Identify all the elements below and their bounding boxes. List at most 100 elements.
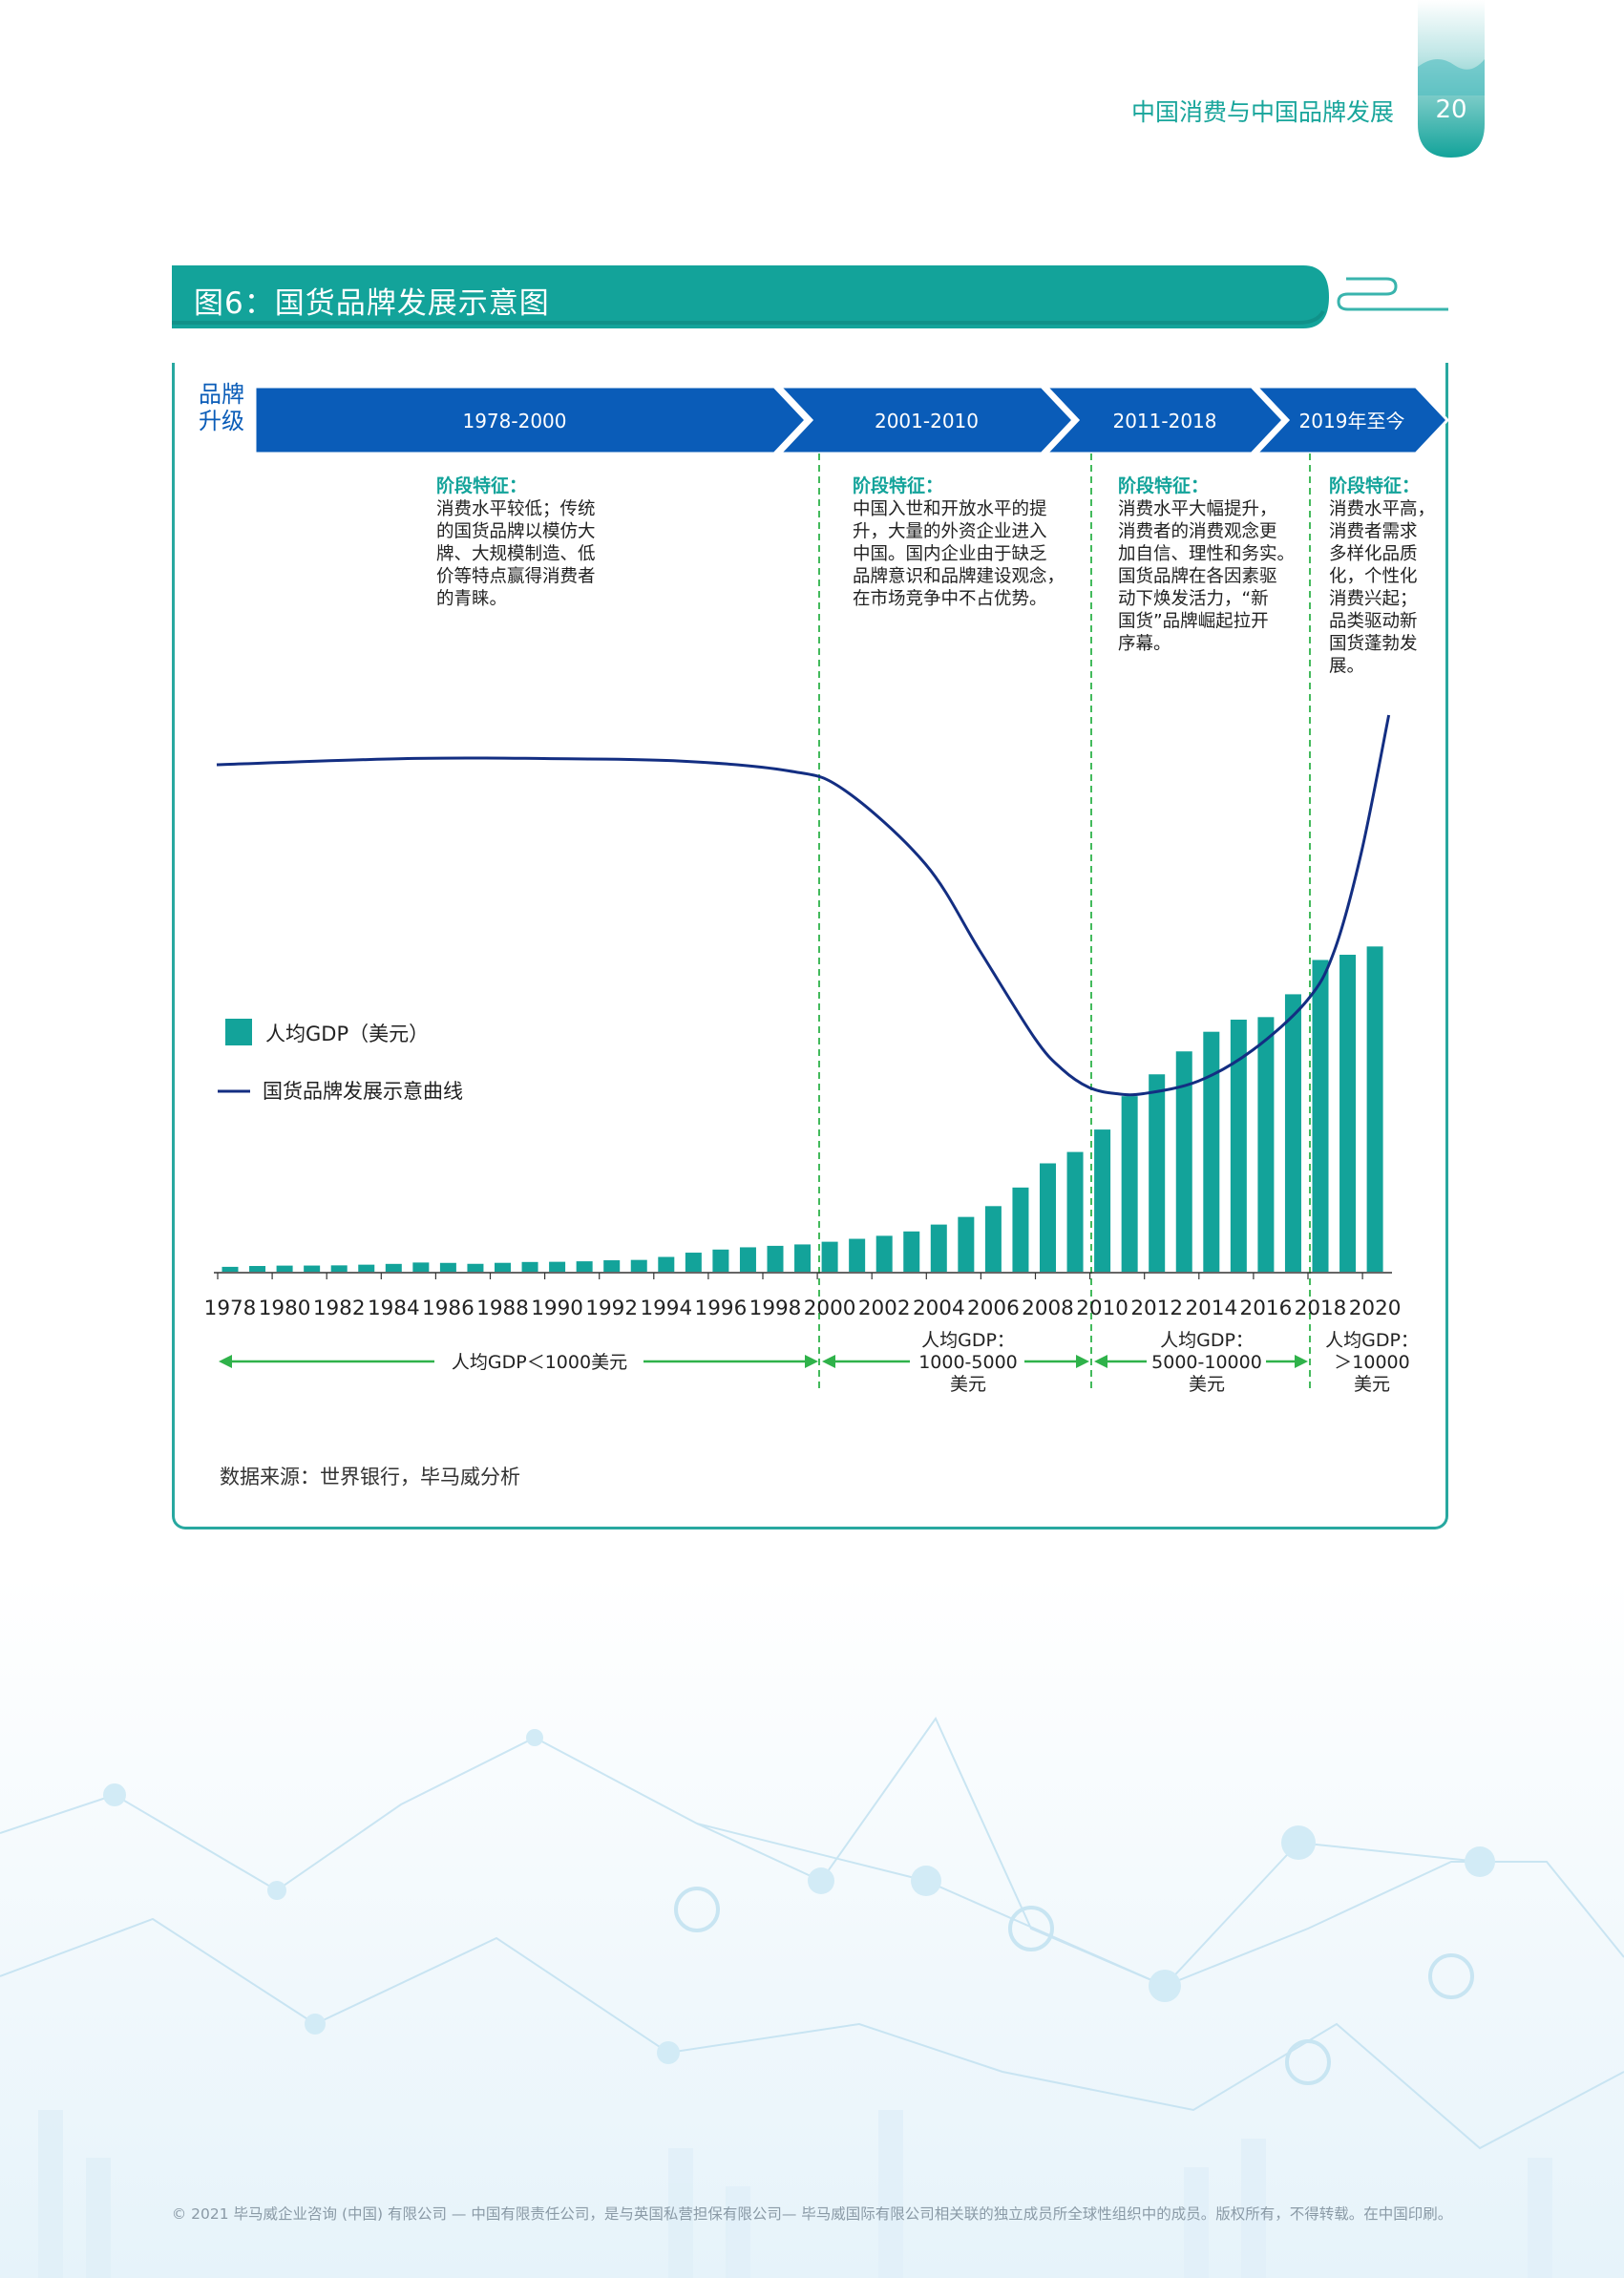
gdp-bar — [1284, 994, 1301, 1272]
gdp-bar — [1040, 1163, 1056, 1272]
gdp-bar — [603, 1260, 621, 1272]
gdp-bar — [276, 1265, 293, 1272]
gdp-bar — [521, 1261, 538, 1272]
gdp-range-label: 5000-10000 — [1151, 1352, 1262, 1373]
stage-arrow — [1043, 385, 1286, 455]
gdp-bar — [495, 1262, 511, 1272]
stage-feature-text: 动下焕发活力，“新 — [1118, 589, 1269, 609]
x-axis-tick-label: 2010 — [1076, 1297, 1128, 1320]
gdp-range-label: 美元 — [1354, 1374, 1390, 1395]
stage-feature-text: 多样化品质 — [1329, 544, 1418, 564]
x-axis-tick-label: 1982 — [313, 1297, 366, 1320]
x-axis-tick-label: 1990 — [531, 1297, 583, 1320]
stage-arrow — [776, 385, 1076, 455]
stage-feature-text: 消费者需求 — [1329, 522, 1418, 542]
gdp-range-arrowhead-left — [219, 1355, 232, 1368]
gdp-range-arrowhead-right — [1295, 1355, 1308, 1368]
stage-period-label: 2001-2010 — [875, 410, 979, 432]
stage-feature-text: 加自信、理性和务实。 — [1118, 544, 1295, 564]
x-axis-tick-label: 2004 — [913, 1297, 965, 1320]
gdp-bar — [221, 1266, 239, 1272]
x-axis-tick-label: 2018 — [1295, 1297, 1347, 1320]
stage-feature-title: 阶段特征： — [1329, 475, 1420, 496]
x-axis-tick-label: 1980 — [259, 1297, 311, 1320]
stage-period-label: 2019年至今 — [1299, 410, 1405, 432]
gdp-bar — [1230, 1019, 1247, 1272]
stage-arrow — [253, 385, 809, 455]
gdp-bar — [1094, 1129, 1111, 1272]
x-axis-tick-label: 1998 — [749, 1297, 802, 1320]
stage-feature-text: 价等特点赢得消费者 — [436, 566, 596, 587]
gdp-bar — [358, 1264, 375, 1272]
gdp-bar — [794, 1244, 812, 1272]
x-axis-tick-label: 2000 — [804, 1297, 856, 1320]
legend-gdp-label: 人均GDP（美元） — [265, 1023, 429, 1045]
figure-title-banner — [172, 265, 1448, 328]
x-axis-tick-label: 1986 — [422, 1297, 475, 1320]
stage-period-label: 1978-2000 — [462, 410, 566, 432]
stage-feature-text: 化，个性化 — [1329, 567, 1418, 587]
x-axis-tick-label: 2012 — [1130, 1297, 1183, 1320]
stage-feature-text: 在市场竞争中不占优势。 — [853, 589, 1047, 609]
stage-feature-text: 消费水平高， — [1329, 499, 1435, 519]
x-axis-tick-label: 2006 — [967, 1297, 1020, 1320]
gdp-bar — [1012, 1187, 1029, 1272]
stage-feature-text: 消费水平较低；传统 — [436, 499, 596, 519]
gdp-range-label: ＞10000 — [1334, 1352, 1409, 1373]
gdp-bar — [658, 1256, 675, 1272]
x-axis-tick-label: 1996 — [695, 1297, 748, 1320]
gdp-bar — [1121, 1096, 1138, 1272]
figure-title: 图6：国货品牌发展示意图 — [194, 286, 550, 321]
x-axis-tick-label: 2014 — [1185, 1297, 1237, 1320]
gdp-bar — [549, 1261, 566, 1272]
stage-feature-text: 牌、大规模制造、低 — [436, 544, 596, 564]
brand-upgrade-label-line2: 升级 — [199, 408, 244, 434]
page-number: 20 — [1435, 95, 1467, 124]
stage-feature-text: 序幕。 — [1118, 634, 1171, 654]
copyright-footer: © 2021 毕马威企业咨询 (中国) 有限公司 — 中国有限责任公司，是与英国… — [171, 2205, 1453, 2223]
x-axis-tick-label: 1992 — [585, 1297, 638, 1320]
gdp-bar — [1312, 960, 1329, 1272]
gdp-bar — [903, 1231, 920, 1272]
x-axis-tick-label: 1984 — [368, 1297, 420, 1320]
gdp-bar — [849, 1238, 866, 1272]
stage-arrow — [1253, 385, 1448, 455]
gdp-range-label: 人均GDP： — [1160, 1330, 1254, 1351]
gdp-range-label: 人均GDP＜1000美元 — [452, 1352, 627, 1373]
stage-feature-text: 升，大量的外资企业进入 — [853, 522, 1047, 542]
stage-feature-title: 阶段特征： — [1118, 475, 1209, 496]
gdp-bar — [412, 1262, 430, 1272]
data-source-note: 数据来源：世界银行，毕马威分析 — [220, 1466, 520, 1488]
brand-upgrade-label-line1: 品牌 — [199, 381, 244, 408]
header-title: 中国消费与中国品牌发展 — [1130, 98, 1394, 126]
gdp-range-arrowhead-left — [822, 1355, 835, 1368]
gdp-bar — [739, 1247, 756, 1272]
x-axis-tick-label: 2020 — [1349, 1297, 1402, 1320]
gdp-bar — [330, 1265, 348, 1272]
stage-feature-text: 国货蓬勃发 — [1329, 634, 1418, 654]
gdp-range-label: 人均GDP： — [921, 1330, 1015, 1351]
gdp-bar — [1366, 946, 1383, 1272]
stage-period-label: 2011-2018 — [1112, 410, 1216, 432]
stage-feature-title: 阶段特征： — [853, 475, 943, 496]
gdp-bar — [685, 1253, 702, 1272]
gdp-range-arrowhead-right — [1076, 1355, 1089, 1368]
gdp-bar — [1149, 1074, 1166, 1272]
x-axis-tick-label: 2008 — [1022, 1297, 1074, 1320]
legend-curve-label: 国货品牌发展示意曲线 — [263, 1080, 463, 1103]
gdp-bar — [304, 1265, 321, 1272]
stage-feature-title: 阶段特征： — [436, 475, 527, 496]
x-axis-tick-label: 2002 — [858, 1297, 911, 1320]
stage-feature-text: 中国入世和开放水平的提 — [853, 499, 1047, 519]
gdp-bar — [875, 1235, 893, 1272]
gdp-bar — [630, 1259, 647, 1272]
gdp-range-label: 1000-5000 — [918, 1352, 1018, 1373]
gdp-bar — [467, 1263, 484, 1272]
gdp-bar — [385, 1263, 402, 1272]
x-axis-tick-label: 1978 — [204, 1297, 257, 1320]
stage-feature-text: 消费者的消费观念更 — [1118, 521, 1277, 542]
figure-card — [172, 363, 1448, 1529]
gdp-bar — [439, 1262, 456, 1272]
gdp-bar — [249, 1266, 266, 1272]
